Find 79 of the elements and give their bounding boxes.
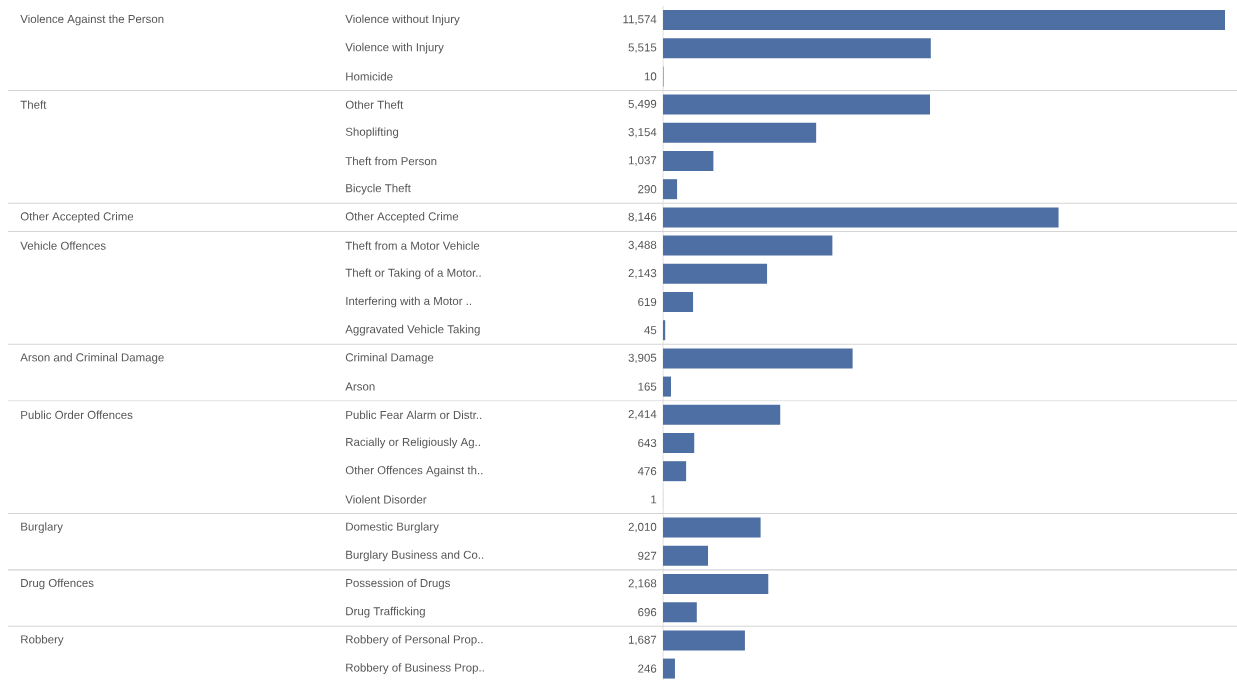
- text: Vehicle Offences: [20, 241, 106, 250]
- data-label: 165: [638, 382, 657, 391]
- y-tick-label: Criminal Damage: [345, 353, 434, 364]
- data-label: 5,515: [628, 43, 657, 53]
- y-tick-label: Robbery of Business Prop..: [346, 663, 484, 674]
- y-tick-label: Burglary Business and Co..: [346, 550, 484, 562]
- y-tick-label: Violent Disorder: [345, 495, 427, 504]
- bar: [663, 320, 666, 341]
- data-label: 1: [651, 495, 657, 504]
- data-label: 2,143: [628, 269, 657, 279]
- text: Theft: [20, 100, 47, 109]
- data-label: 476: [637, 467, 657, 476]
- data-label: 2,010: [628, 522, 657, 533]
- bar: [663, 658, 675, 679]
- data-label: 3,905: [628, 353, 657, 364]
- data-label: 3,154: [628, 128, 657, 138]
- data-label: 246: [638, 664, 657, 673]
- bar: [663, 38, 931, 59]
- y-tick-label: Aggravated Vehicle Taking: [345, 324, 480, 336]
- bar: [663, 461, 687, 482]
- bar: [663, 263, 768, 284]
- y-tick-label: Shoplifting: [345, 127, 399, 139]
- text: Robbery: [21, 635, 64, 646]
- text: Other Accepted Crime: [20, 212, 134, 223]
- data-label: 1,037: [628, 156, 657, 166]
- y-tick-label: Bicycle Theft: [346, 183, 411, 195]
- y-tick-label: Domestic Burglary: [346, 522, 439, 533]
- text: Arson and Criminal Damage: [20, 353, 164, 364]
- data-label: 11,574: [623, 15, 657, 25]
- bar: [663, 94, 931, 115]
- data-label: 2,168: [628, 579, 657, 589]
- bar: [663, 404, 781, 425]
- bar: [663, 602, 697, 623]
- bar: [663, 291, 694, 312]
- bar: [663, 122, 817, 143]
- text: Public Order Offences: [21, 410, 133, 419]
- bar: [663, 207, 1059, 228]
- y-tick-label: Other Accepted Crime: [345, 212, 459, 223]
- bar: [663, 235, 833, 256]
- data-label: 290: [638, 185, 657, 194]
- y-tick-label: Violence with Injury: [345, 42, 444, 54]
- bar: [663, 9, 1226, 30]
- y-tick-label: Interfering with a Motor ..: [346, 296, 472, 308]
- data-label: 696: [638, 608, 657, 617]
- bar: [663, 432, 695, 453]
- y-tick-label: Theft from Person: [345, 156, 437, 166]
- data-label: 45: [644, 326, 657, 335]
- y-tick-label: Violence without Injury: [345, 14, 460, 26]
- y-tick-label: Public Fear Alarm or Distr..: [346, 410, 482, 419]
- data-label: 5,499: [628, 99, 657, 110]
- y-tick-label: Other Theft: [345, 100, 404, 109]
- data-label: 2,414: [628, 410, 657, 420]
- bar: [663, 179, 678, 200]
- data-label: 10: [644, 72, 657, 81]
- bar: [663, 348, 853, 369]
- data-label: 643: [638, 438, 657, 448]
- y-tick-label: Possession of Drugs: [346, 578, 450, 590]
- data-label: 1,687: [628, 635, 657, 646]
- bar: [663, 517, 761, 538]
- y-tick-label: Other Offences Against th..: [345, 465, 483, 477]
- bar: [663, 376, 672, 397]
- data-label: 8,146: [628, 212, 657, 223]
- y-tick-label: Arson: [345, 382, 375, 391]
- bar: [663, 573, 769, 594]
- data-label: 3,488: [628, 240, 657, 251]
- text: Drug Offences: [21, 578, 94, 590]
- bar: [663, 150, 714, 171]
- y-tick-label: Racially or Religiously Ag..: [346, 437, 480, 449]
- y-tick-label: Drug Trafficking: [346, 606, 425, 618]
- bar: [663, 545, 709, 566]
- text: Burglary: [21, 522, 63, 533]
- text: Violence Against the Person: [20, 14, 164, 26]
- bar: [663, 630, 745, 651]
- y-tick-label: Theft or Taking of a Motor..: [345, 268, 481, 280]
- data-label: 619: [638, 297, 657, 307]
- data-label: 927: [638, 551, 657, 560]
- y-tick-label: Homicide: [346, 72, 393, 81]
- y-tick-label: Robbery of Personal Prop..: [346, 635, 483, 646]
- y-tick-label: Theft from a Motor Vehicle: [345, 241, 480, 250]
